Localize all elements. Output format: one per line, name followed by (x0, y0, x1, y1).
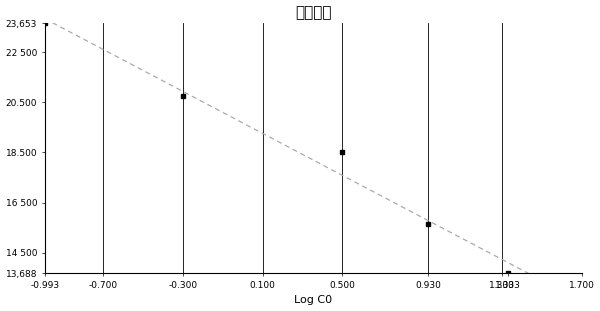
X-axis label: Log C0: Log C0 (294, 295, 332, 305)
Title: 标准曲线: 标准曲线 (295, 6, 331, 21)
